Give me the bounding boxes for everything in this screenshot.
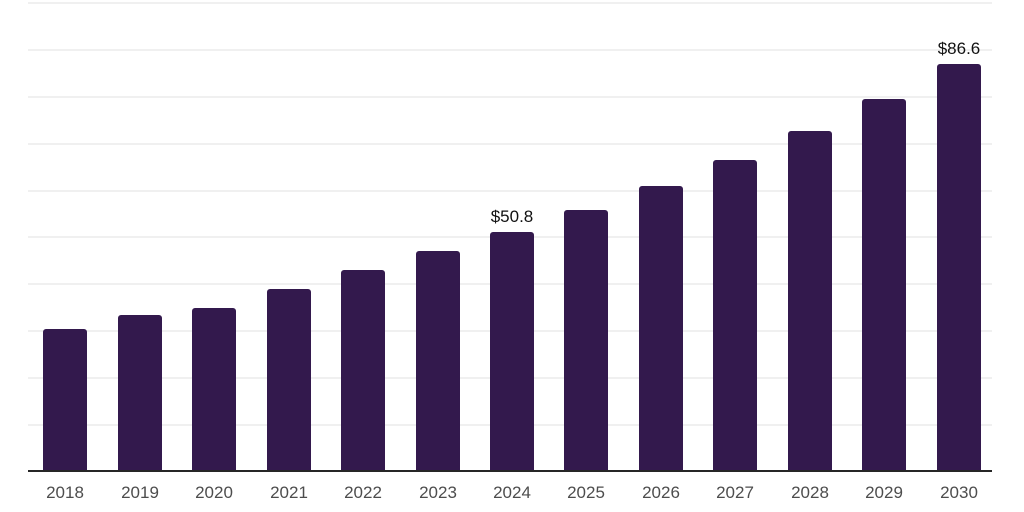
x-tick-label-2018: 2018: [46, 483, 84, 502]
x-axis-line: [28, 470, 992, 472]
x-tick-label-2025: 2025: [567, 483, 605, 502]
bar-2022: [341, 270, 385, 470]
value-label-2024: $50.8: [490, 207, 534, 226]
bar-2019: [118, 315, 162, 470]
x-tick-label-2021: 2021: [270, 483, 308, 502]
bar-2018: [43, 329, 87, 470]
bar-2025: [564, 210, 608, 470]
x-tick-label-2022: 2022: [344, 483, 382, 502]
bar-2029: [862, 99, 906, 470]
bar-2024: [490, 232, 534, 470]
bar-2023: [416, 251, 460, 470]
bar-2021: [267, 289, 311, 470]
x-tick-label-2023: 2023: [419, 483, 457, 502]
gridline: [28, 190, 992, 192]
gridline: [28, 49, 992, 51]
x-tick-label-2024: 2024: [493, 483, 531, 502]
x-tick-label-2029: 2029: [865, 483, 903, 502]
x-tick-label-2030: 2030: [940, 483, 978, 502]
gridline: [28, 2, 992, 4]
x-tick-label-2028: 2028: [791, 483, 829, 502]
value-label-2030: $86.6: [937, 39, 981, 58]
bar-2027: [713, 160, 757, 470]
gridline: [28, 96, 992, 98]
gridline: [28, 143, 992, 145]
x-tick-label-2020: 2020: [195, 483, 233, 502]
bar-2026: [639, 186, 683, 470]
x-tick-label-2019: 2019: [121, 483, 159, 502]
x-tick-label-2027: 2027: [716, 483, 754, 502]
bar-2030: [937, 64, 981, 470]
bar-2028: [788, 131, 832, 470]
x-tick-label-2026: 2026: [642, 483, 680, 502]
bar-2020: [192, 308, 236, 470]
